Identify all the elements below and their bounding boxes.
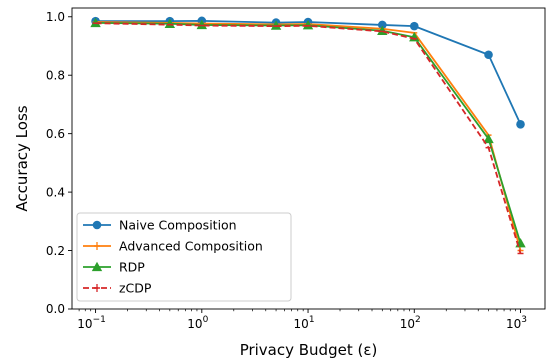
data-point <box>196 19 208 30</box>
data-point <box>90 17 101 28</box>
data-point <box>409 21 419 31</box>
y-tick-label: 0.0 <box>46 302 65 316</box>
legend-item: Naive Composition <box>83 218 237 233</box>
x-axis-ticks: 10−1 100 101 102 103 <box>77 309 527 331</box>
y-axis-ticks: 0.0 0.2 0.4 0.6 0.8 1.0 <box>46 10 72 316</box>
x-axis-label: Privacy Budget (ε) <box>240 341 378 359</box>
legend-label: zCDP <box>119 281 152 296</box>
series-line <box>95 22 522 244</box>
x-tick-label: 103 <box>506 315 527 331</box>
y-tick-label: 0.6 <box>46 127 65 141</box>
axes-frame <box>71 7 546 310</box>
data-point <box>377 20 387 30</box>
x-tick-label: 101 <box>294 315 315 331</box>
legend-marker <box>91 261 103 272</box>
data-point <box>302 20 314 30</box>
series-naive-composition <box>91 16 525 129</box>
legend-item: zCDP <box>83 281 152 296</box>
data-point <box>484 50 493 60</box>
legend-label: Naive Composition <box>119 218 237 233</box>
y-tick-label: 0.8 <box>46 68 65 82</box>
legend-box <box>76 212 292 302</box>
data-point <box>516 120 525 129</box>
x-tick-label: 100 <box>187 315 208 331</box>
y-axis-label: Accuracy Loss <box>13 105 31 211</box>
legend-label: RDP <box>119 260 145 275</box>
y-tick-label: 1.0 <box>46 10 65 24</box>
legend: Naive Composition Advanced Composition RDP… <box>76 212 292 302</box>
legend-item: RDP <box>83 260 145 275</box>
series-layer <box>90 16 526 255</box>
y-tick-label: 0.4 <box>46 185 65 199</box>
data-point <box>483 133 494 144</box>
legend-item: Advanced Composition <box>83 239 263 254</box>
y-tick-label: 0.2 <box>46 244 65 258</box>
x-tick-label: 10−1 <box>77 315 106 331</box>
x-tick-label: 102 <box>400 315 421 331</box>
series-zcdp <box>92 22 524 255</box>
plot-frame <box>71 7 546 310</box>
legend-marker <box>92 220 102 230</box>
series-line <box>95 19 522 125</box>
data-point <box>270 20 282 30</box>
legend-label: Advanced Composition <box>119 239 263 254</box>
